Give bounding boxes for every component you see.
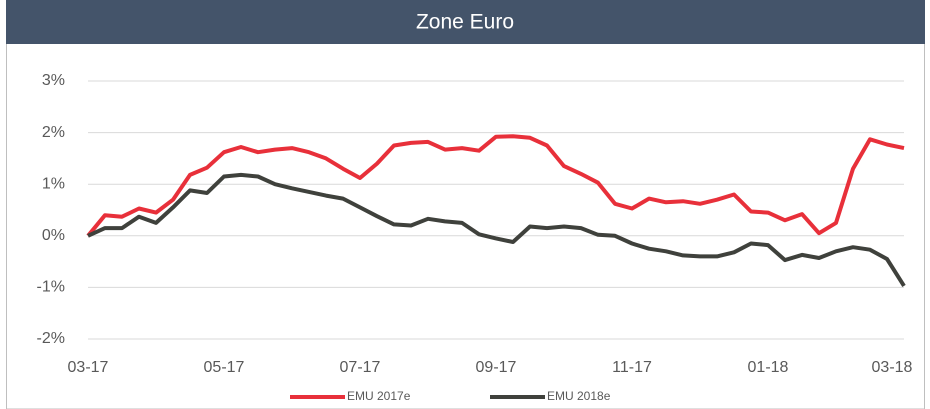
- y-tick-label: 2%: [42, 124, 65, 141]
- x-tick-label: 09-17: [476, 359, 517, 376]
- x-tick-label: 05-17: [204, 359, 245, 376]
- y-tick-label: -2%: [37, 330, 65, 347]
- x-tick-label: 03-17: [68, 359, 109, 376]
- x-tick-label: 11-17: [612, 359, 652, 376]
- title-bar: [6, 0, 925, 44]
- y-tick-label: 3%: [42, 72, 65, 89]
- chart-title: Zone Euro: [416, 11, 514, 34]
- frame: [6, 0, 925, 409]
- x-tick-label: 01-18: [748, 359, 789, 376]
- x-tick-label: 03-18: [872, 359, 913, 376]
- legend-label: EMU 2017e: [347, 389, 411, 403]
- x-tick-label: 07-17: [340, 359, 381, 376]
- legend-label: EMU 2018e: [547, 389, 611, 403]
- y-tick-label: 1%: [42, 175, 65, 192]
- y-tick-label: -1%: [37, 279, 65, 296]
- y-tick-label: 0%: [42, 227, 65, 244]
- line-series: [86, 134, 905, 238]
- line-series: [87, 172, 906, 287]
